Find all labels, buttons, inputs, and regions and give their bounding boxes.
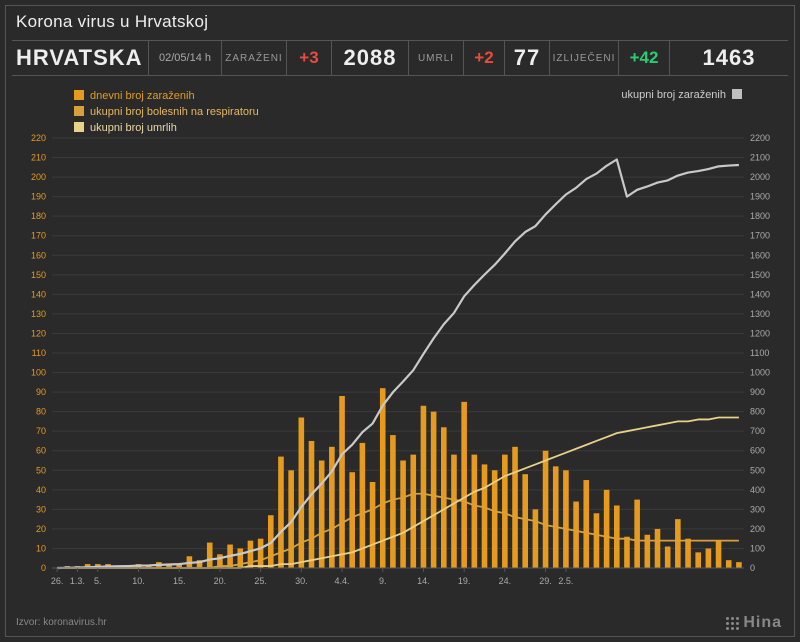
svg-text:2000: 2000 [750,172,770,182]
svg-text:90: 90 [36,387,46,397]
svg-text:25.: 25. [254,576,267,586]
country: HRVATSKA [16,45,143,71]
stat-total-0: 2088 [344,45,397,71]
svg-text:24.: 24. [499,576,512,586]
svg-text:70: 70 [36,426,46,436]
svg-text:80: 80 [36,407,46,417]
svg-text:200: 200 [750,524,765,534]
stat-delta-2: +42 [630,48,659,68]
svg-text:20.: 20. [214,576,227,586]
svg-text:10.: 10. [132,576,145,586]
svg-text:10: 10 [36,543,46,553]
svg-text:1300: 1300 [750,309,770,319]
svg-text:1800: 1800 [750,211,770,221]
svg-text:400: 400 [750,485,765,495]
svg-text:2100: 2100 [750,153,770,163]
svg-text:700: 700 [750,426,765,436]
svg-text:150: 150 [31,270,46,280]
svg-text:180: 180 [31,211,46,221]
svg-text:1700: 1700 [750,231,770,241]
svg-text:0: 0 [750,563,755,573]
svg-text:ukupni broj bolesnih na respir: ukupni broj bolesnih na respiratoru [90,106,259,118]
svg-text:29.: 29. [539,576,552,586]
svg-text:2.5.: 2.5. [558,576,573,586]
svg-text:110: 110 [32,348,46,358]
stats-bar: HRVATSKA 02/05/14 h ZARAŽENI +3 2088 UMR… [12,40,788,76]
chart: 0 10 20 30 40 50 60 70 80 90 100 110 120 130 140 150 160… [12,82,788,596]
stat-total-1: 77 [514,45,540,71]
svg-text:130: 130 [31,309,46,319]
svg-text:30.: 30. [295,576,308,586]
svg-text:14.: 14. [417,576,430,586]
svg-text:100: 100 [750,543,765,553]
svg-text:900: 900 [750,387,765,397]
svg-text:140: 140 [31,289,46,299]
svg-text:4.4.: 4.4. [335,576,350,586]
stat-label-0: ZARAŽENI [225,53,282,64]
svg-text:1200: 1200 [750,328,770,338]
source-text: Izvor: koronavirus.hr [16,617,107,628]
svg-text:26.: 26. [51,576,64,586]
stat-delta-1: +2 [474,48,493,68]
svg-text:600: 600 [750,446,765,456]
svg-text:60: 60 [36,446,46,456]
svg-text:2200: 2200 [750,133,770,143]
svg-text:40: 40 [36,485,46,495]
stat-delta-0: +3 [299,48,318,68]
stat-label-1: UMRLI [418,53,454,64]
svg-text:210: 210 [31,153,46,163]
svg-text:50: 50 [36,465,46,475]
svg-text:170: 170 [31,231,46,241]
svg-text:160: 160 [31,250,46,260]
svg-text:220: 220 [31,133,46,143]
svg-text:1400: 1400 [750,289,770,299]
svg-text:5.: 5. [94,576,102,586]
svg-text:300: 300 [750,504,765,514]
svg-text:100: 100 [31,368,46,378]
svg-text:19.: 19. [458,576,471,586]
svg-text:30: 30 [36,504,46,514]
svg-text:800: 800 [750,407,765,417]
stat-label-2: IZLIJEČENI [553,53,616,64]
svg-text:1000: 1000 [750,368,770,378]
svg-text:1100: 1100 [750,348,769,358]
svg-text:0: 0 [41,563,46,573]
logo-text: Hina [743,614,782,632]
stat-total-2: 1463 [703,45,756,71]
svg-text:190: 190 [31,192,46,202]
svg-text:20: 20 [36,524,46,534]
svg-text:1500: 1500 [750,270,770,280]
svg-text:500: 500 [750,465,765,475]
svg-text:ukupni broj zaraženih: ukupni broj zaraženih [621,89,726,101]
svg-text:dnevni broj zaraženih: dnevni broj zaraženih [90,90,195,102]
logo: Hina [726,614,782,632]
svg-text:120: 120 [31,328,46,338]
svg-text:1600: 1600 [750,250,770,260]
svg-text:9.: 9. [379,576,387,586]
datetime: 02/05/14 h [159,52,211,64]
svg-text:1900: 1900 [750,192,770,202]
svg-text:15.: 15. [173,576,186,586]
svg-text:200: 200 [31,172,46,182]
page-title: Korona virus u Hrvatskoj [16,12,208,32]
svg-text:1.3.: 1.3. [70,576,85,586]
svg-text:ukupni broj umrlih: ukupni broj umrlih [90,122,177,134]
